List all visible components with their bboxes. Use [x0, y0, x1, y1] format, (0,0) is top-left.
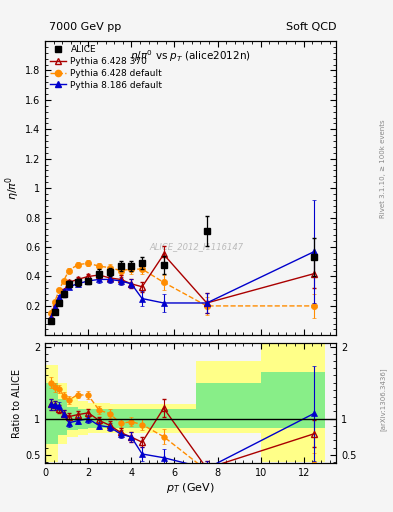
Text: [arXiv:1306.3436]: [arXiv:1306.3436] — [380, 368, 387, 431]
Text: ALICE_2012_I1116147: ALICE_2012_I1116147 — [149, 243, 244, 251]
Text: Soft QCD: Soft QCD — [286, 22, 336, 32]
Y-axis label: Ratio to ALICE: Ratio to ALICE — [12, 369, 22, 438]
Legend: ALICE, Pythia 6.428 370, Pythia 6.428 default, Pythia 8.186 default: ALICE, Pythia 6.428 370, Pythia 6.428 de… — [48, 44, 164, 92]
Text: $\eta/\pi^0$ vs $p_T$ (alice2012n): $\eta/\pi^0$ vs $p_T$ (alice2012n) — [130, 48, 251, 64]
Text: 7000 GeV pp: 7000 GeV pp — [49, 22, 121, 32]
Text: Rivet 3.1.10, ≥ 100k events: Rivet 3.1.10, ≥ 100k events — [380, 120, 386, 218]
Y-axis label: $\eta/\pi^0$: $\eta/\pi^0$ — [4, 176, 22, 200]
X-axis label: $p_T$ (GeV): $p_T$ (GeV) — [166, 481, 215, 495]
